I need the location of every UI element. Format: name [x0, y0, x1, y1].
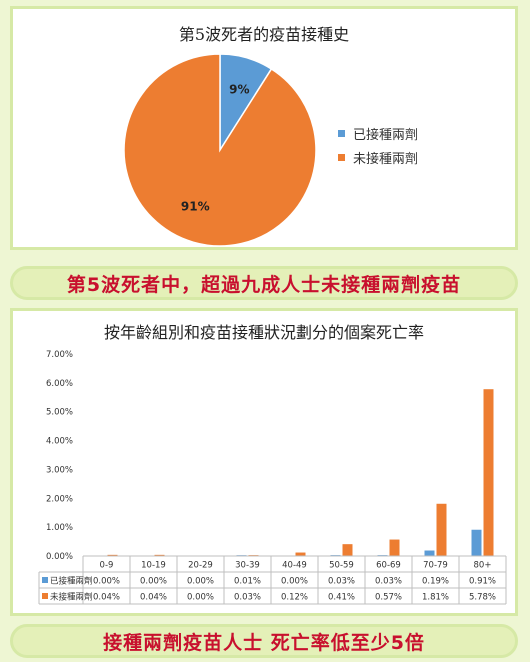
- y-tick-label: 6.00%: [46, 379, 73, 389]
- pie-slice-label: 9%: [229, 83, 249, 97]
- x-category-label: 20-29: [188, 561, 213, 571]
- headline-banner-1: 第5波死者中，超過九成人士未接種兩劑疫苗: [10, 266, 518, 300]
- bar-chart: 0.00% 1.00% 2.00% 3.00% 4.00% 5.00% 6.00% 7.00%…: [38, 350, 507, 605]
- table-legend-swatch: [42, 593, 48, 599]
- bar-vaccinated: [424, 550, 435, 556]
- table-cell-value: 0.04%: [93, 593, 120, 603]
- x-category-label: 60-69: [376, 561, 401, 571]
- x-category-label: 0-9: [100, 561, 114, 571]
- table-cell-value: 0.19%: [422, 577, 449, 587]
- bar-unvaccinated: [295, 552, 306, 556]
- x-category-label: 40-49: [282, 561, 307, 571]
- y-tick-label: 4.00%: [46, 437, 73, 447]
- table-cell-value: 0.00%: [140, 577, 167, 587]
- table-cell-value: 5.78%: [469, 593, 496, 603]
- table-cell-value: 0.57%: [375, 593, 402, 603]
- bar-chart-panel: 按年齡組別和疫苗接種狀況劃分的個案死亡率 0.00% 1.00% 2.00% 3.00…: [10, 308, 518, 616]
- bar-unvaccinated: [436, 503, 447, 556]
- x-category-label: 70-79: [423, 561, 448, 571]
- table-cell-value: 0.03%: [375, 577, 402, 587]
- pie-legend: 已接種兩劑 未接種兩劑: [338, 121, 418, 169]
- x-category-label: 30-39: [235, 561, 260, 571]
- y-tick-label: 5.00%: [46, 408, 73, 418]
- legend-swatch-orange: [338, 153, 345, 161]
- table-cell-value: 0.00%: [187, 577, 214, 587]
- table-cell-value: 0.12%: [281, 593, 308, 603]
- table-cell-value: 0.41%: [328, 593, 355, 603]
- pie-legend-item-vaccinated: 已接種兩劑: [338, 121, 418, 145]
- table-cell-value: 0.04%: [140, 593, 167, 603]
- table-cell-value: 0.00%: [187, 593, 214, 603]
- legend-swatch-blue: [338, 129, 345, 137]
- table-cell-value: 0.03%: [234, 593, 261, 603]
- pie-chart: 9% 91%: [123, 53, 317, 247]
- bar-unvaccinated: [389, 539, 400, 556]
- pie-chart-panel: 第5波死者的疫苗接種史 9% 91% 已接種兩劑 未接種兩劑: [10, 6, 518, 250]
- x-category-label: 50-59: [329, 561, 354, 571]
- pie-slice: [123, 53, 317, 247]
- table-legend-swatch: [42, 577, 48, 583]
- bar-unvaccinated: [107, 554, 118, 556]
- table-cell-value: 0.00%: [93, 577, 120, 587]
- x-category-label: 80+: [474, 561, 492, 571]
- table-cell-value: 0.00%: [281, 577, 308, 587]
- y-tick-label: 1.00%: [46, 523, 73, 533]
- pie-chart-title: 第5波死者的疫苗接種史: [178, 25, 350, 44]
- bar-vaccinated: [471, 529, 482, 556]
- pie-legend-item-unvaccinated: 未接種兩劑: [338, 145, 418, 169]
- table-series-name: 已接種兩劑: [50, 576, 93, 587]
- table-series-name: 未接種兩劑: [50, 592, 93, 603]
- pie-legend-label: 未接種兩劑: [353, 151, 419, 167]
- pie-legend-label: 已接種兩劑: [353, 127, 419, 143]
- table-cell-value: 0.91%: [469, 577, 496, 587]
- pie-slice-label: 91%: [181, 200, 210, 214]
- bar-unvaccinated: [483, 389, 494, 556]
- bar-unvaccinated: [342, 544, 353, 556]
- headline-banner-2: 接種兩劑疫苗人士 死亡率低至少5倍: [10, 624, 518, 658]
- y-tick-label: 2.00%: [46, 494, 73, 504]
- table-cell-value: 0.03%: [328, 577, 355, 587]
- table-cell-value: 1.81%: [422, 593, 449, 603]
- y-tick-label: 3.00%: [46, 465, 73, 475]
- x-category-label: 10-19: [141, 561, 166, 571]
- bar-unvaccinated: [154, 554, 165, 556]
- y-tick-label: 0.00%: [46, 552, 73, 562]
- table-cell-value: 0.01%: [234, 577, 261, 587]
- bar-chart-title: 按年齡組別和疫苗接種狀況劃分的個案死亡率: [103, 323, 424, 342]
- y-tick-label: 7.00%: [46, 350, 73, 360]
